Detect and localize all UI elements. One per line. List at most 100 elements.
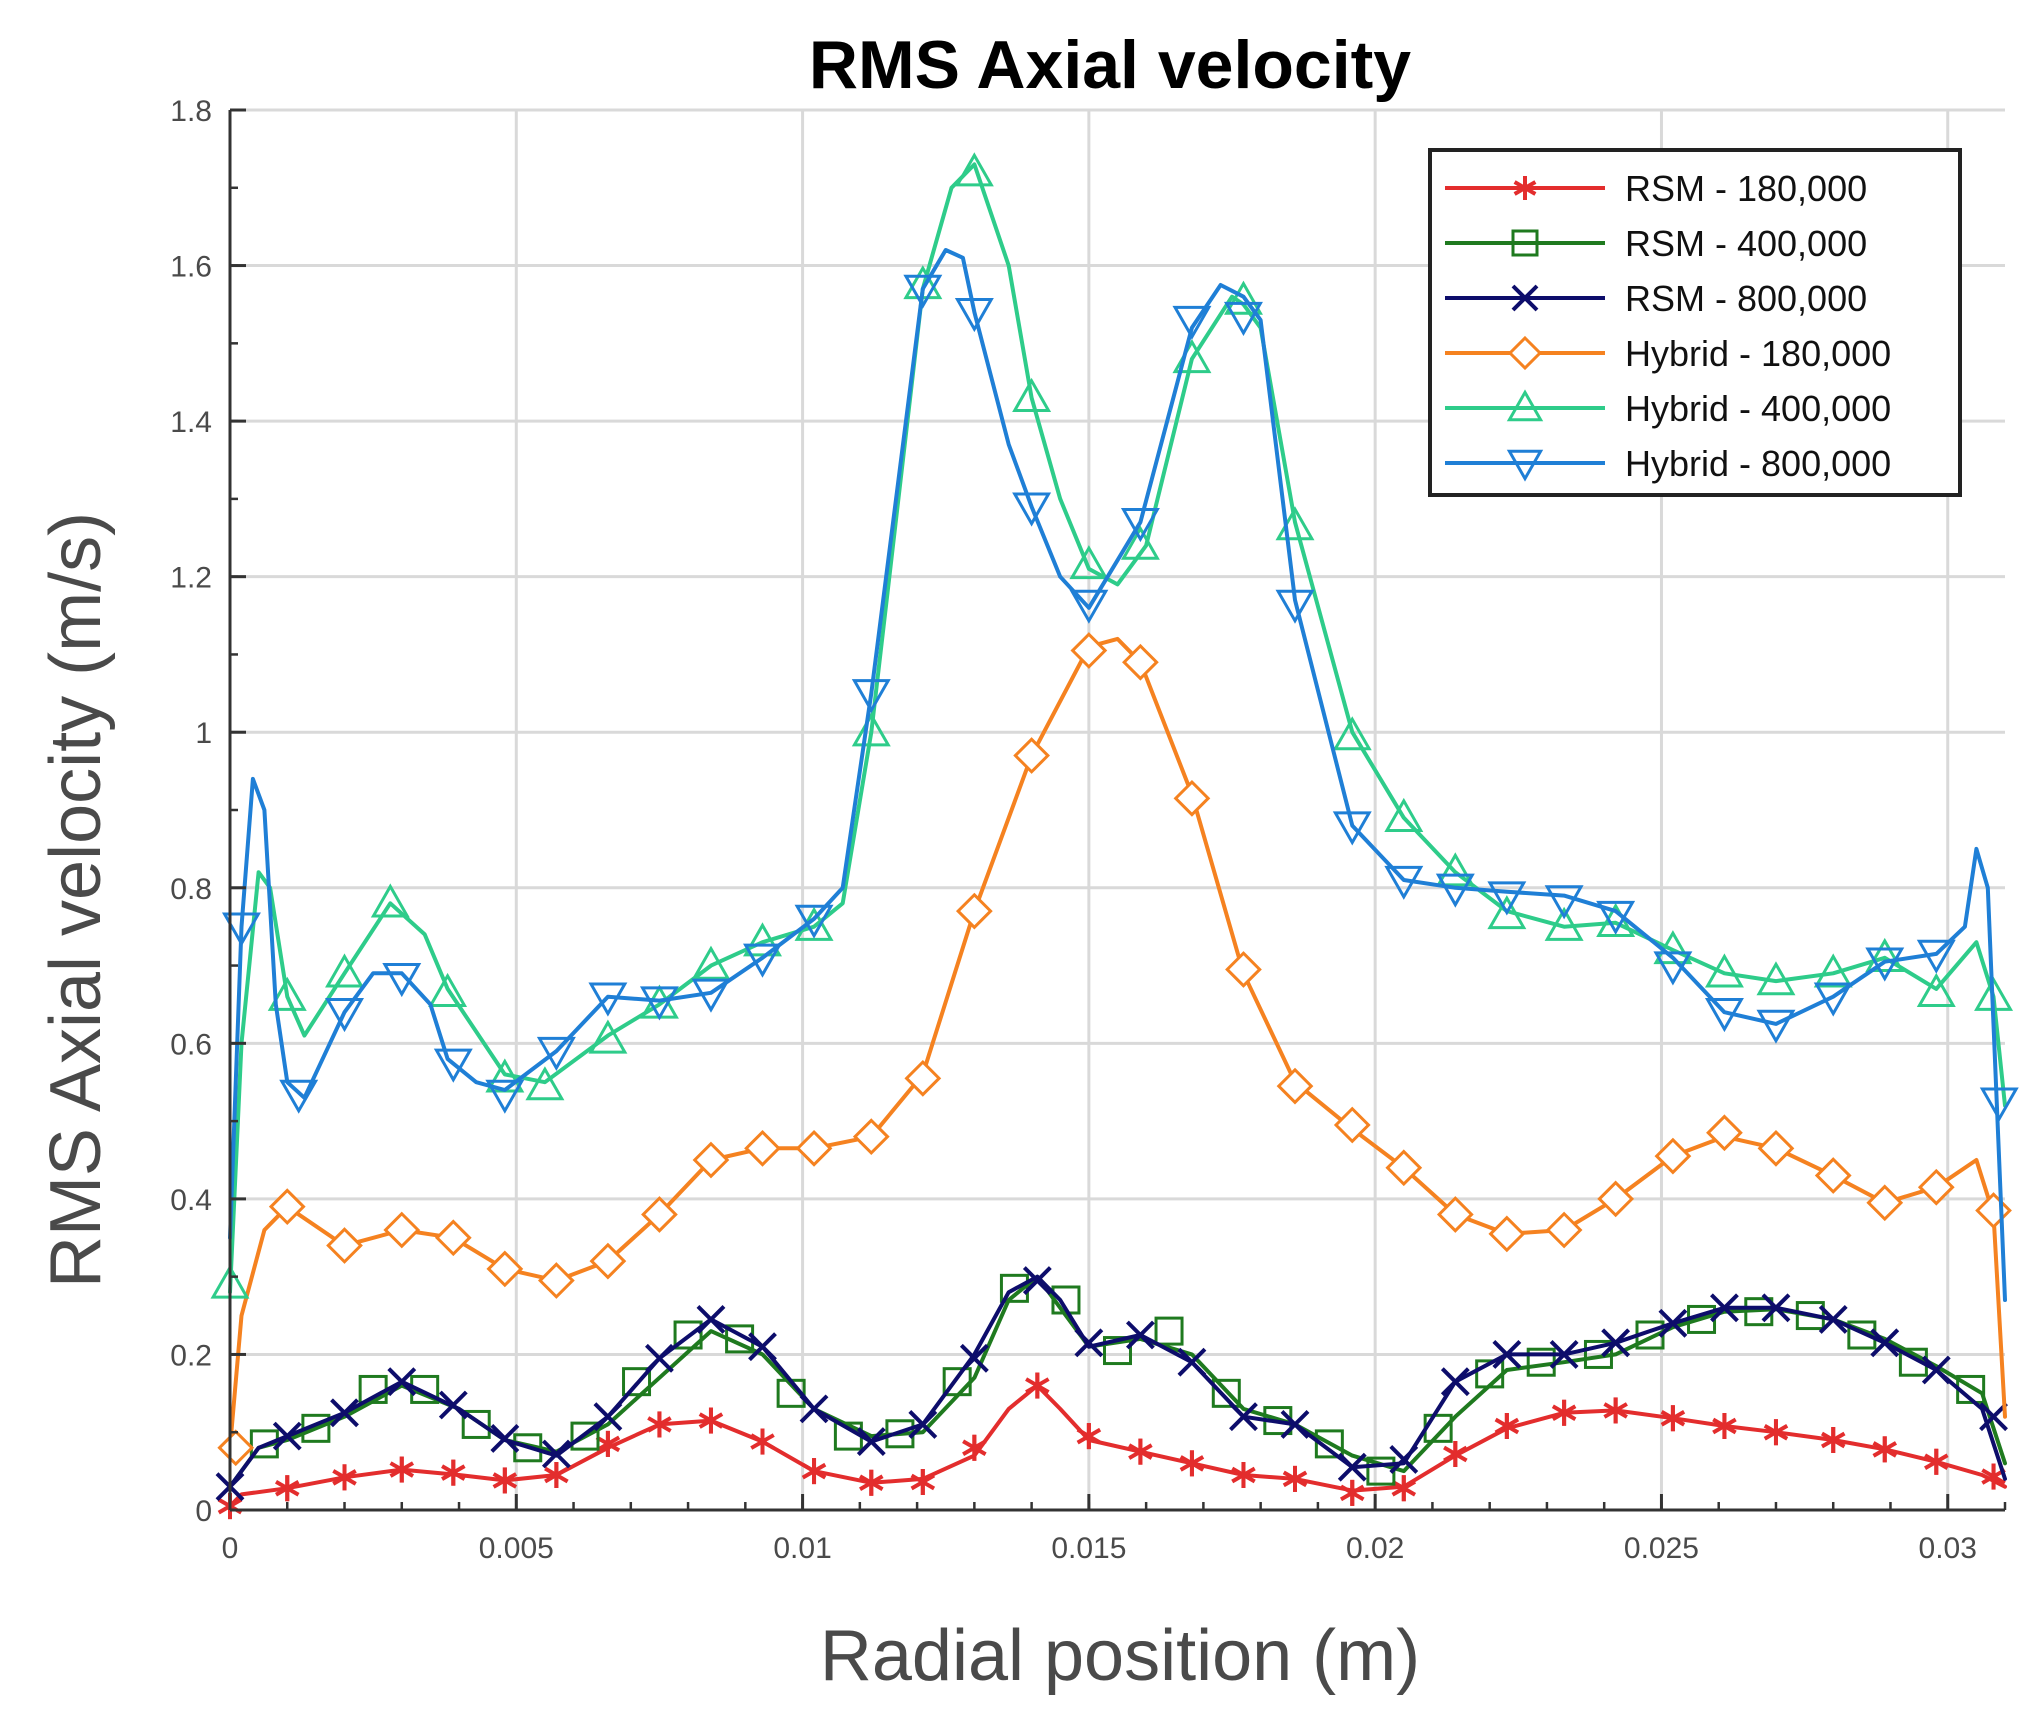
- square-marker: [1475, 1359, 1505, 1389]
- x-marker: [1511, 284, 1539, 312]
- x-marker: [272, 1421, 302, 1451]
- triangle-up-marker: [1506, 389, 1544, 422]
- triangle-up-marker: [370, 883, 410, 918]
- asterisk-marker: [698, 1407, 724, 1434]
- triangle-down-marker: [1012, 492, 1052, 527]
- asterisk-marker: [962, 1434, 987, 1461]
- x-marker: [490, 1424, 520, 1453]
- series-hybrid-800-000: [221, 248, 2019, 1302]
- x-tick-label: 0.025: [1624, 1532, 1699, 1565]
- triangle-down-marker: [1813, 982, 1853, 1017]
- legend-item: RSM - 400,000: [1445, 223, 1867, 264]
- asterisk-marker: [274, 1475, 300, 1502]
- square-marker: [1154, 1316, 1184, 1346]
- legend-item: Hybrid - 400,000: [1445, 388, 1891, 429]
- triangle-up-marker: [428, 972, 468, 1007]
- diamond-marker: [434, 1219, 472, 1257]
- triangle-down-marker: [691, 978, 731, 1013]
- x-marker: [959, 1343, 989, 1373]
- diamond-marker: [537, 1262, 575, 1299]
- asterisk-marker: [1025, 1372, 1050, 1399]
- diamond-marker: [486, 1250, 524, 1288]
- series-line: [228, 1383, 2007, 1509]
- series-layer: [210, 152, 2019, 1520]
- x-marker: [1337, 1452, 1367, 1482]
- triangle-down-marker: [1865, 947, 1905, 982]
- x-marker: [1761, 1293, 1791, 1323]
- diamond-marker: [1225, 951, 1262, 988]
- triangle-down-marker: [1435, 873, 1475, 908]
- x-marker: [438, 1390, 468, 1420]
- legend-label: RSM - 180,000: [1625, 168, 1867, 209]
- x-marker: [696, 1305, 726, 1334]
- x-marker: [1280, 1410, 1310, 1439]
- triangle-down-marker: [1979, 1087, 2019, 1122]
- asterisk-marker: [492, 1467, 518, 1494]
- triangle-up-marker: [1069, 545, 1109, 580]
- x-marker: [748, 1332, 777, 1362]
- triangle-down-marker: [639, 986, 679, 1021]
- chart-title: RMS Axial velocity: [809, 27, 1411, 103]
- triangle-down-marker: [1506, 449, 1544, 482]
- triangle-up-marker: [1384, 797, 1424, 832]
- asterisk-marker: [1513, 176, 1537, 200]
- x-marker: [1710, 1293, 1739, 1323]
- triangle-down-marker: [1653, 951, 1693, 986]
- x-marker: [387, 1367, 417, 1397]
- series-rsm-800-000: [215, 1266, 2008, 1502]
- diamond-marker: [1814, 1157, 1852, 1194]
- triangle-up-marker: [1813, 953, 1853, 988]
- x-marker: [1022, 1266, 1052, 1295]
- diamond-marker: [326, 1227, 363, 1264]
- legend-item: RSM - 800,000: [1445, 278, 1867, 319]
- square-marker: [942, 1367, 972, 1397]
- triangle-down-marker: [1332, 811, 1372, 846]
- x-marker: [1492, 1340, 1522, 1369]
- asterisk-marker: [1660, 1405, 1686, 1432]
- asterisk-marker: [750, 1428, 775, 1455]
- x-marker: [645, 1343, 674, 1373]
- triangle-down-marker: [588, 982, 628, 1017]
- y-tick-label: 0.8: [170, 873, 212, 906]
- diamond-marker: [795, 1129, 833, 1167]
- legend-item: Hybrid - 800,000: [1445, 443, 1891, 484]
- legend-item: RSM - 180,000: [1445, 168, 1867, 209]
- triangle-up-marker: [851, 712, 891, 747]
- triangle-down-marker: [325, 998, 365, 1033]
- diamond-marker: [1436, 1196, 1474, 1233]
- x-marker: [1125, 1320, 1155, 1350]
- triangle-down-marker: [794, 904, 834, 939]
- triangle-down-marker: [1487, 881, 1527, 916]
- asterisk-marker: [332, 1464, 357, 1491]
- legend-item: Hybrid - 180,000: [1445, 333, 1891, 374]
- triangle-up-marker: [1756, 961, 1796, 996]
- x-marker: [1229, 1402, 1258, 1432]
- series-hybrid-180-000: [217, 632, 2012, 1467]
- axes: 0 0.005 0.01 0.015 0.02 0.025 0.03 0 0.2 0.4 0.6 0.…: [170, 95, 2007, 1565]
- legend-label: Hybrid - 180,000: [1625, 333, 1891, 374]
- asterisk-marker: [1339, 1479, 1365, 1506]
- square-marker: [1314, 1429, 1344, 1459]
- asterisk-marker: [1443, 1441, 1468, 1467]
- diamond-marker: [1013, 737, 1050, 774]
- diamond-marker: [1070, 632, 1108, 669]
- triangle-down-marker: [433, 1048, 473, 1083]
- x-axis-label: Radial position (m): [820, 1616, 1420, 1696]
- y-tick-label: 1.2: [170, 562, 212, 595]
- diamond-marker: [904, 1059, 942, 1097]
- diamond-marker: [692, 1141, 730, 1179]
- diamond-marker: [589, 1242, 627, 1280]
- square-marker: [1583, 1339, 1613, 1369]
- asterisk-marker: [1924, 1448, 1949, 1475]
- triangle-up-marker: [954, 152, 994, 187]
- triangle-down-marker: [1223, 301, 1263, 337]
- y-tick-label: 0.4: [170, 1184, 212, 1217]
- triangle-down-marker: [1275, 589, 1315, 624]
- series-line: [228, 1274, 2007, 1489]
- asterisk-marker: [859, 1469, 884, 1496]
- x-marker: [1658, 1308, 1688, 1338]
- square-marker: [570, 1421, 600, 1451]
- asterisk-marker: [647, 1411, 672, 1438]
- x-tick-label: 0.015: [1051, 1532, 1126, 1565]
